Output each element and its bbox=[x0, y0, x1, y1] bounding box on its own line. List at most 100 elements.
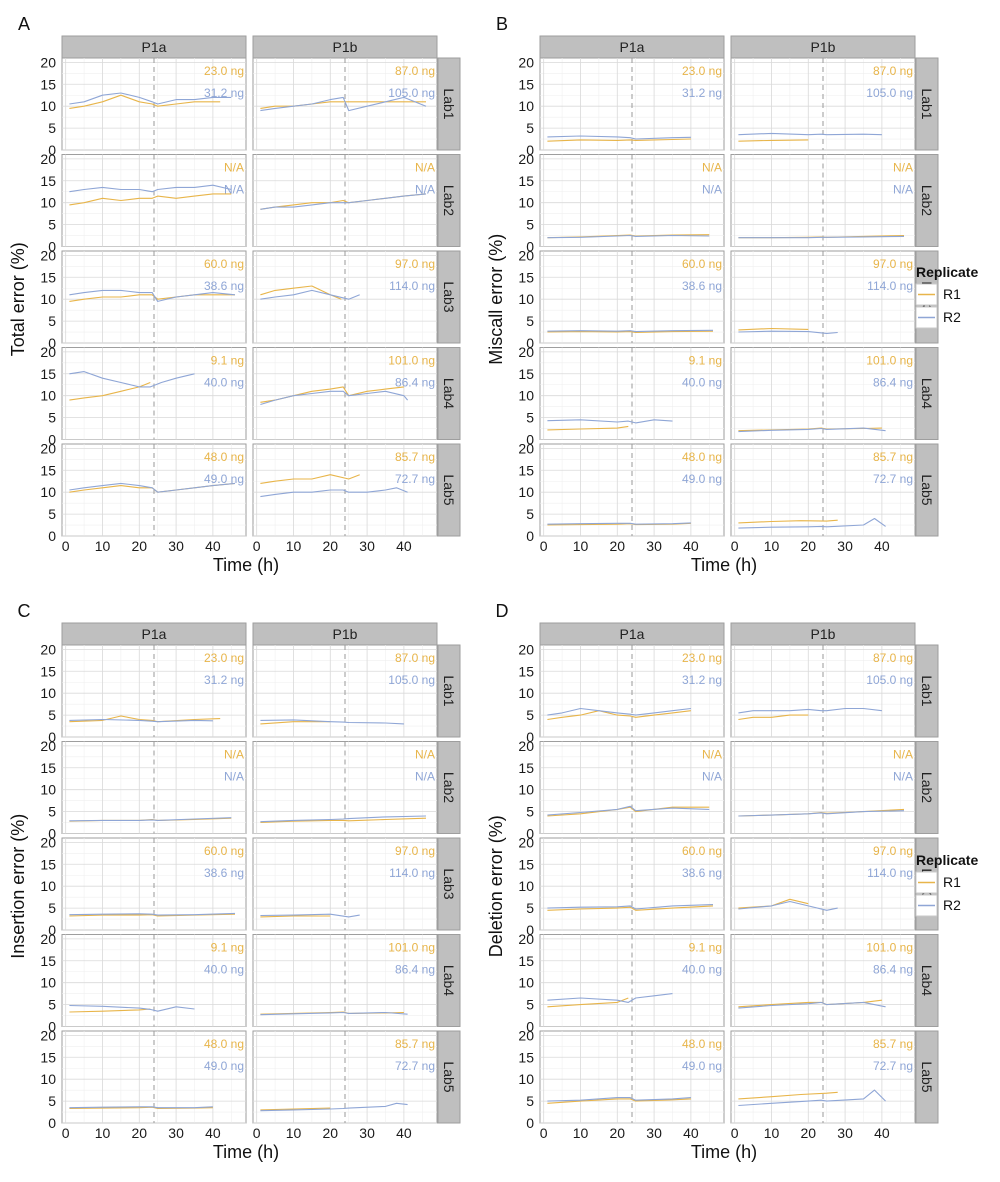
y-tick-label: 20 bbox=[40, 440, 56, 456]
x-tick-label: 10 bbox=[573, 1125, 589, 1141]
x-tick-label: 20 bbox=[609, 1125, 625, 1141]
annotation-r2: 31.2 ng bbox=[204, 673, 244, 687]
y-tick-label: 20 bbox=[518, 440, 534, 456]
annotation-r1: N/A bbox=[224, 748, 244, 762]
facet-panel: N/A N/A bbox=[539, 154, 725, 247]
series-line-r1 bbox=[738, 519, 838, 524]
y-tick-label: 20 bbox=[40, 247, 56, 263]
annotation-r1: 101.0 ng bbox=[388, 354, 435, 368]
x-tick-label: 20 bbox=[800, 538, 816, 554]
y-tick-label: 10 bbox=[518, 388, 534, 404]
x-tick-label: 20 bbox=[800, 1125, 816, 1141]
annotation-r2: N/A bbox=[893, 183, 913, 197]
y-tick-label: 5 bbox=[48, 217, 56, 233]
annotation-r2: 49.0 ng bbox=[682, 472, 722, 486]
facet-panel: 9.1 ng 40.0 ng bbox=[539, 347, 725, 440]
y-tick-label: 5 bbox=[48, 997, 56, 1013]
annotation-r2: 105.0 ng bbox=[866, 86, 913, 100]
x-tick-label: 40 bbox=[396, 538, 412, 554]
series-line-r2 bbox=[260, 390, 409, 406]
row-strip-label: Lab4 bbox=[441, 378, 457, 409]
annotation-r2: 40.0 ng bbox=[204, 376, 244, 390]
y-axis-title: Total error (%) bbox=[8, 242, 28, 356]
annotation-r2: 86.4 ng bbox=[395, 963, 435, 977]
panel-letter: B bbox=[496, 14, 508, 34]
annotation-r1: 48.0 ng bbox=[204, 1037, 244, 1051]
y-tick-label: 20 bbox=[518, 931, 534, 947]
facet-panel: 87.0 ng 105.0 ng bbox=[252, 57, 438, 151]
annotation-r2: N/A bbox=[702, 770, 722, 784]
annotation-r2: 105.0 ng bbox=[866, 673, 913, 687]
series-line-r2 bbox=[69, 184, 232, 193]
y-tick-label: 0 bbox=[48, 432, 56, 448]
facet-panel: N/A N/A bbox=[252, 741, 438, 834]
annotation-r2: 49.0 ng bbox=[204, 1059, 244, 1073]
y-tick-label: 0 bbox=[526, 922, 534, 938]
y-tick-label: 0 bbox=[526, 729, 534, 745]
x-tick-label: 10 bbox=[764, 538, 780, 554]
row-strip bbox=[915, 443, 939, 537]
facet-panel: 60.0 ng 38.6 ng bbox=[61, 837, 247, 931]
facet-panel: 60.0 ng 38.6 ng bbox=[539, 837, 725, 931]
y-tick-label: 15 bbox=[40, 856, 56, 872]
annotation-r2: 31.2 ng bbox=[204, 86, 244, 100]
series-line-r2 bbox=[547, 419, 673, 424]
y-tick-label: 0 bbox=[526, 1115, 534, 1131]
series-line-r1 bbox=[547, 806, 710, 817]
series-line-r2 bbox=[547, 522, 691, 525]
legend-label: R1 bbox=[943, 874, 961, 890]
row-strip bbox=[437, 934, 461, 1027]
y-tick-label: 20 bbox=[40, 641, 56, 657]
row-strip-label: Lab2 bbox=[441, 772, 457, 803]
annotation-r1: 48.0 ng bbox=[682, 450, 722, 464]
y-tick-label: 5 bbox=[526, 707, 534, 723]
facet-panel: 101.0 ng 86.4 ng bbox=[252, 347, 438, 440]
y-tick-label: 5 bbox=[526, 1093, 534, 1109]
y-tick-label: 15 bbox=[518, 173, 534, 189]
series-line-r2 bbox=[260, 913, 360, 918]
legend: Replicate R1 R2 bbox=[915, 852, 978, 917]
series-line-r2 bbox=[69, 1106, 213, 1109]
y-tick-label: 10 bbox=[40, 685, 56, 701]
y-tick-label: 5 bbox=[48, 707, 56, 723]
row-strip-label: Lab5 bbox=[441, 474, 457, 505]
annotation-r1: 9.1 ng bbox=[211, 941, 244, 955]
annotation-r1: 97.0 ng bbox=[395, 257, 435, 271]
y-tick-label: 5 bbox=[48, 120, 56, 136]
series-line-r1 bbox=[260, 1107, 331, 1111]
y-tick-label: 10 bbox=[40, 291, 56, 307]
y-tick-label: 15 bbox=[518, 856, 534, 872]
series-line-r2 bbox=[547, 993, 673, 1003]
annotation-r1: 97.0 ng bbox=[395, 844, 435, 858]
y-tick-label: 10 bbox=[40, 878, 56, 894]
annotation-r1: 97.0 ng bbox=[873, 844, 913, 858]
annotation-r2: 114.0 ng bbox=[867, 866, 913, 880]
y-tick-label: 5 bbox=[48, 410, 56, 426]
y-tick-label: 15 bbox=[518, 462, 534, 478]
series-line-r1 bbox=[260, 721, 331, 725]
series-line-r2 bbox=[738, 330, 838, 334]
series-line-r2 bbox=[69, 92, 232, 105]
column-strip-label: P1a bbox=[620, 626, 645, 642]
series-line-r2 bbox=[547, 805, 710, 816]
y-tick-label: 10 bbox=[518, 1071, 534, 1087]
x-tick-label: 30 bbox=[168, 1125, 184, 1141]
y-tick-label: 0 bbox=[48, 1019, 56, 1035]
series-line-r1 bbox=[547, 710, 691, 721]
facet-panel: 101.0 ng 86.4 ng bbox=[252, 934, 438, 1027]
facet-panel: 48.0 ng 49.0 ng bbox=[539, 443, 725, 537]
legend: Replicate R1 R2 bbox=[915, 264, 978, 329]
legend-label: R2 bbox=[943, 309, 961, 325]
panel-letter: C bbox=[18, 601, 31, 621]
series-line-r1 bbox=[738, 139, 809, 142]
facet-panel: 97.0 ng 114.0 ng bbox=[252, 837, 438, 931]
facet-panel: 101.0 ng 86.4 ng bbox=[730, 347, 916, 440]
x-tick-label: 20 bbox=[609, 538, 625, 554]
y-tick-label: 20 bbox=[518, 54, 534, 70]
y-tick-label: 20 bbox=[518, 834, 534, 850]
y-tick-label: 20 bbox=[40, 344, 56, 360]
y-tick-label: 0 bbox=[48, 528, 56, 544]
